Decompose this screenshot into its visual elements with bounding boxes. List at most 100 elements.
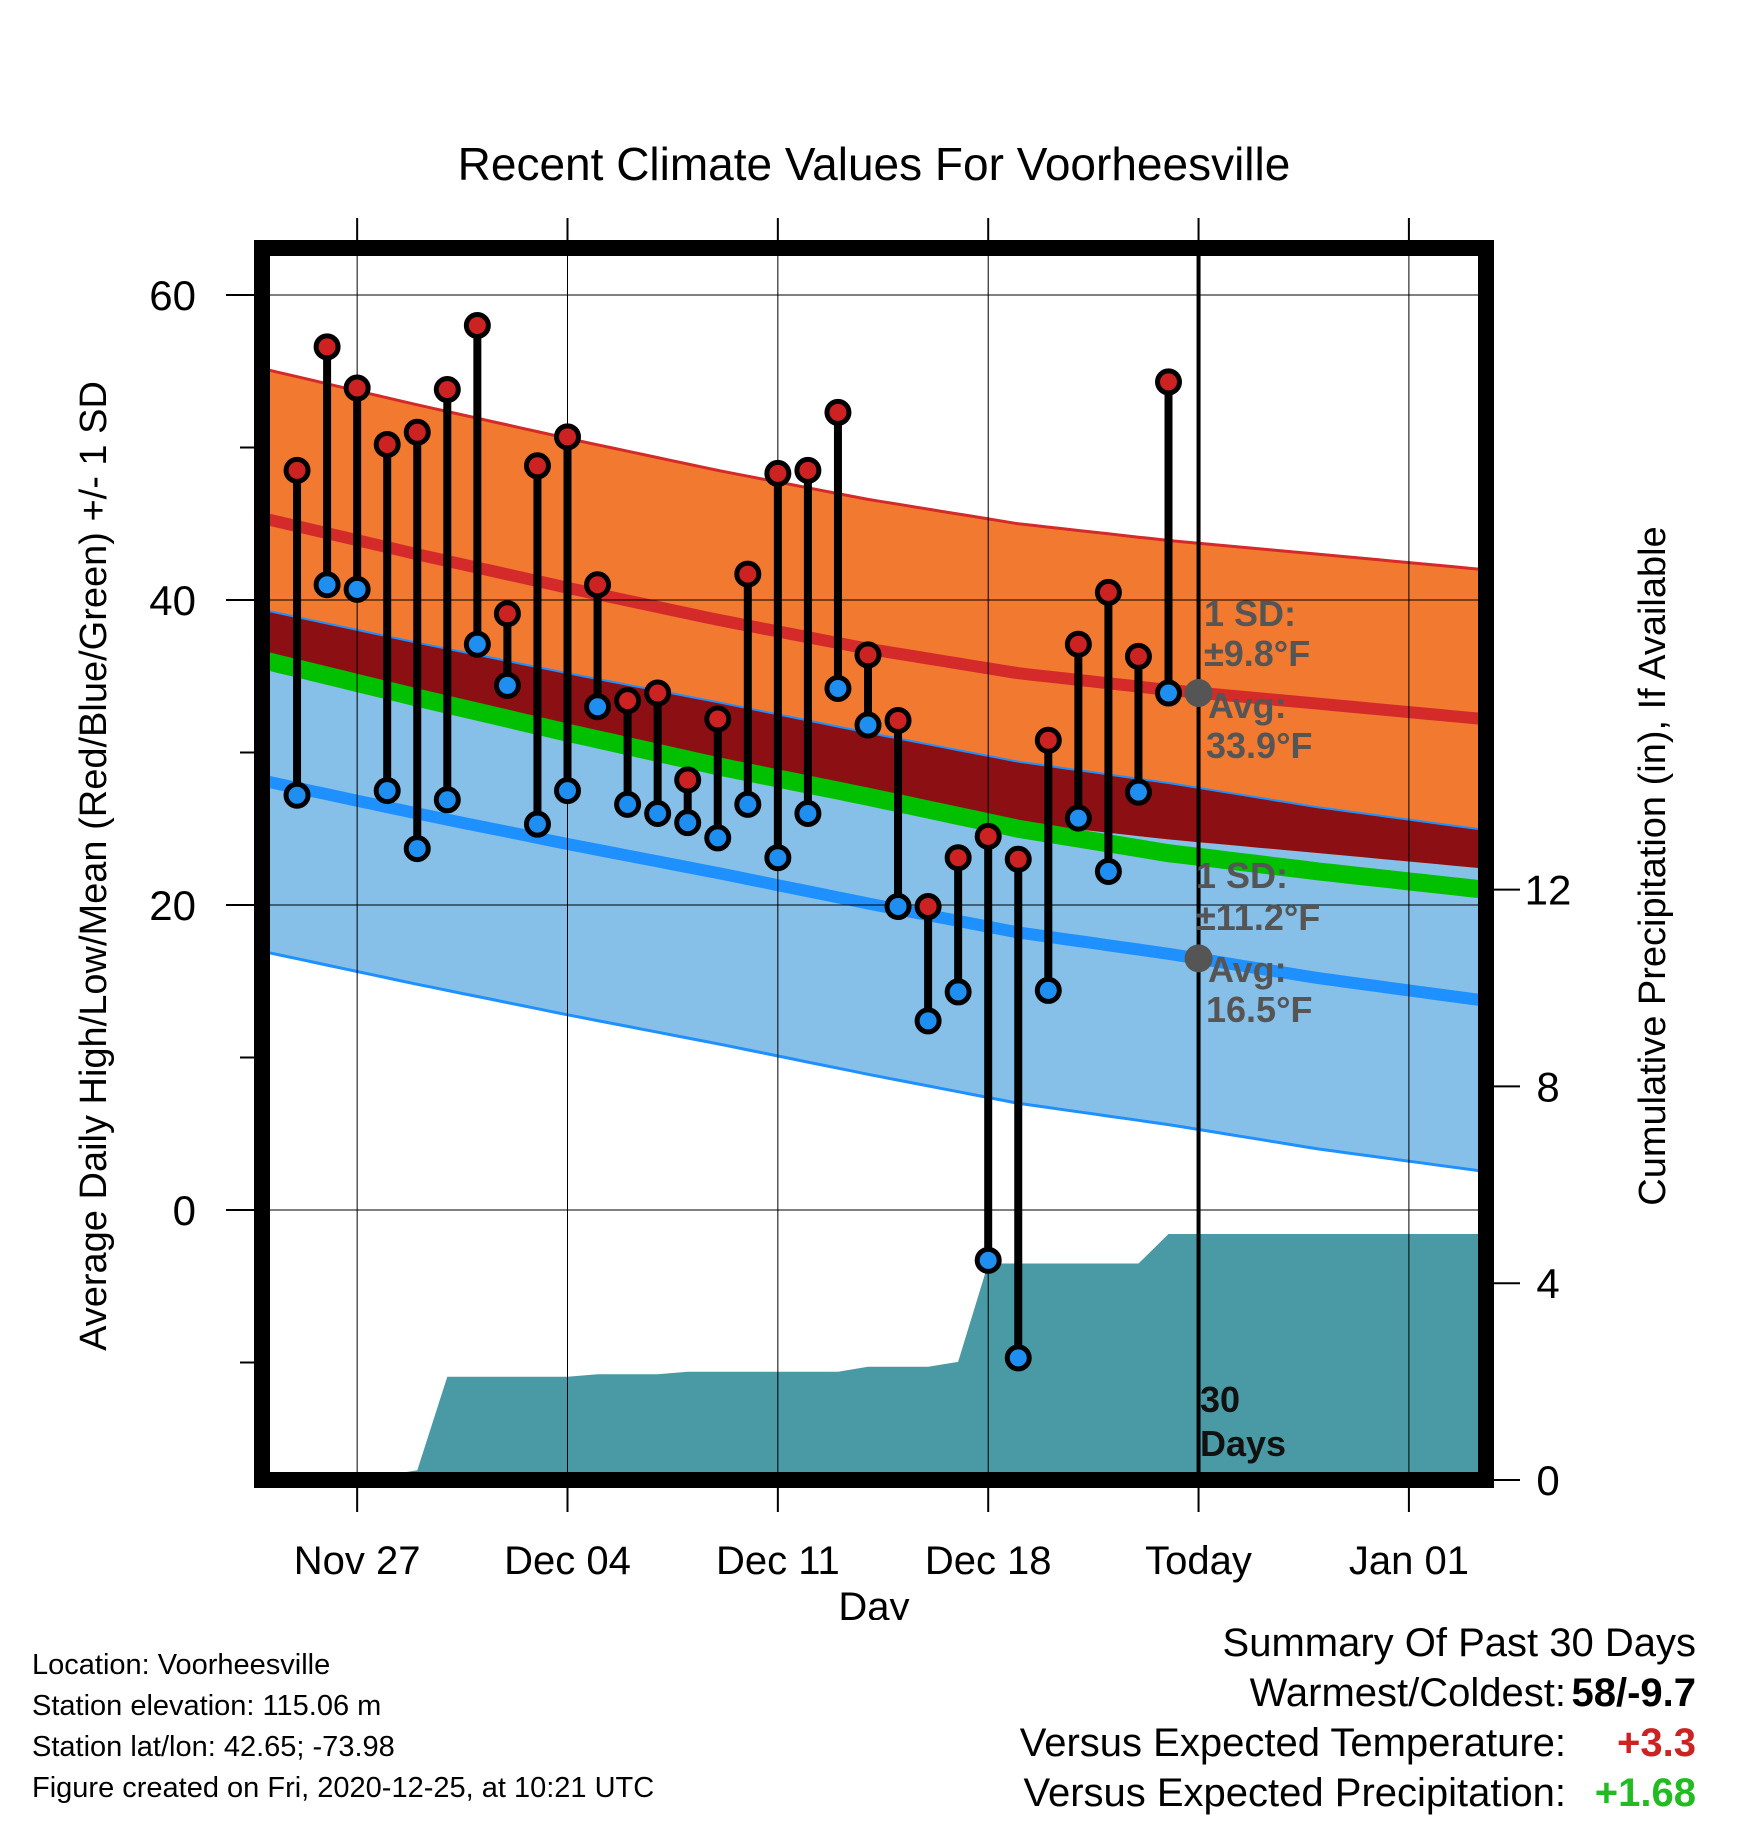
daily-high-point: [944, 844, 972, 872]
daily-high-point: [433, 376, 461, 404]
daily-high-point: [373, 430, 401, 458]
daily-low-point: [764, 844, 792, 872]
high-sd-label: 1 SD:: [1204, 593, 1296, 634]
y-axis-label-right: Cumulative Precipitation (in), If Availa…: [1632, 526, 1674, 1205]
daily-low-point: [523, 810, 551, 838]
daily-high-point: [584, 571, 612, 599]
daily-low-point: [824, 674, 852, 702]
daily-high-point: [614, 687, 642, 715]
high-sd-value: ±9.8°F: [1204, 633, 1310, 674]
precip-anomaly-value: +1.68: [1594, 1771, 1696, 1815]
station-info: Location: Voorheesville Station elevatio…: [32, 1645, 654, 1809]
daily-low-point: [974, 1246, 1002, 1274]
summary-heading: Summary Of Past 30 Days: [1222, 1621, 1696, 1665]
daily-high-point: [644, 679, 672, 707]
x-tick-label: Today: [1145, 1539, 1252, 1583]
y-axis-label-left: Average Daily High/Low/Mean (Red/Blue/Gr…: [73, 381, 115, 1351]
daily-low-point: [584, 693, 612, 721]
daily-low-point: [343, 575, 371, 603]
daily-high-point: [884, 706, 912, 734]
daily-high-point: [794, 456, 822, 484]
low-sd-label: 1 SD:: [1196, 855, 1288, 896]
daily-high-point: [463, 312, 491, 339]
daily-high-point: [974, 822, 1002, 850]
daily-high-point: [283, 456, 311, 484]
daily-high-point: [1155, 368, 1182, 396]
daily-low-point: [313, 571, 341, 599]
high-sd-band: [267, 369, 1486, 869]
daily-high-point: [764, 459, 792, 487]
daily-low-point: [493, 671, 521, 699]
high-upper-edge: [266, 368, 1486, 572]
daily-low-point: [734, 790, 762, 818]
normal-mean-line: [264, 652, 1486, 899]
y-left-tick-label: 40: [149, 577, 196, 624]
daily-high-point: [554, 423, 581, 451]
daily-low-point: [1124, 778, 1152, 806]
daily-low-point: [1034, 976, 1062, 1004]
overlap-band: [267, 610, 1486, 869]
daily-low-point: [614, 790, 642, 818]
y-right-tick-label: 0: [1536, 1457, 1559, 1504]
daily-low-point: [794, 800, 822, 827]
daily-high-point: [734, 560, 762, 588]
low-sd-value: ±11.2°F: [1196, 897, 1320, 938]
latlon-text: Station lat/lon: 42.65; -73.98: [32, 1731, 395, 1763]
window-count-label: 30: [1200, 1379, 1240, 1420]
temp-anomaly-label: Versus Expected Temperature:: [1019, 1721, 1566, 1765]
daily-low-point: [884, 893, 912, 921]
daily-low-point: [554, 777, 581, 805]
axes: 0 20 40 60 0 4 8 12 Nov 27 Dec 04 Dec 11 Dec 18 Toda…: [149, 218, 1571, 1583]
daily-low-point: [644, 800, 672, 827]
daily-low-point: [1064, 804, 1092, 832]
low-avg-marker: [1184, 944, 1213, 973]
normal-high-line: [265, 513, 1486, 726]
x-axis-label: Day: [838, 1585, 909, 1620]
daily-low-point: [403, 835, 431, 863]
daily-high-point: [1094, 578, 1122, 606]
daily-low-point: [1004, 1344, 1032, 1372]
chart-title: Recent Climate Values For Voorheesville: [458, 138, 1291, 190]
daily-high-point: [403, 418, 431, 446]
temp-anomaly-value: +3.3: [1617, 1721, 1696, 1765]
daily-high-point: [1064, 630, 1092, 658]
daily-low-point: [433, 786, 461, 814]
x-tick-label: Dec 04: [504, 1539, 631, 1583]
summary-panel: Summary Of Past 30 Days Warmest/Coldest:…: [1020, 1618, 1696, 1818]
location-text: Location: Voorheesville: [32, 1649, 331, 1681]
low-avg-label: Avg:: [1208, 949, 1287, 990]
warmest-value: 58/-9.7: [1571, 1671, 1696, 1715]
daily-low-point: [944, 978, 972, 1006]
warmest-label: Warmest/Coldest:: [1249, 1671, 1566, 1715]
daily-low-point: [1155, 679, 1182, 707]
daily-low-point: [914, 1007, 942, 1035]
daily-high-point: [704, 705, 732, 733]
daily-high-point: [824, 398, 852, 426]
normal-low-line: [265, 775, 1486, 1007]
daily-high-point: [854, 641, 882, 669]
daily-high-point: [914, 893, 942, 921]
window-unit-label: Days: [1200, 1423, 1286, 1464]
x-tick-label: Jan 01: [1349, 1539, 1469, 1583]
y-left-tick-label: 0: [173, 1187, 196, 1234]
daily-high-point: [1004, 845, 1032, 873]
daily-high-point: [1034, 726, 1062, 754]
low-avg-value: 16.5°F: [1206, 989, 1312, 1030]
daily-high-point: [523, 452, 551, 480]
precip-area: [267, 1234, 1486, 1480]
high-avg-value: 33.9°F: [1206, 725, 1312, 766]
x-tick-label: Dec 11: [716, 1539, 840, 1583]
daily-high-point: [343, 374, 371, 402]
high-avg-marker: [1184, 679, 1213, 708]
daily-low-point: [704, 824, 732, 852]
daily-high-point: [313, 333, 341, 361]
daily-low-point: [1094, 857, 1122, 885]
daily-high-point: [493, 600, 521, 628]
daily-high-point: [1124, 642, 1152, 670]
x-tick-label: Nov 27: [294, 1539, 421, 1583]
created-text: Figure created on Fri, 2020-12-25, at 10…: [32, 1772, 655, 1804]
plot-frame: [254, 240, 1494, 1488]
daily-low-point: [674, 809, 702, 837]
y-right-tick-label: 4: [1536, 1260, 1559, 1307]
y-right-tick-label: 8: [1536, 1063, 1559, 1110]
